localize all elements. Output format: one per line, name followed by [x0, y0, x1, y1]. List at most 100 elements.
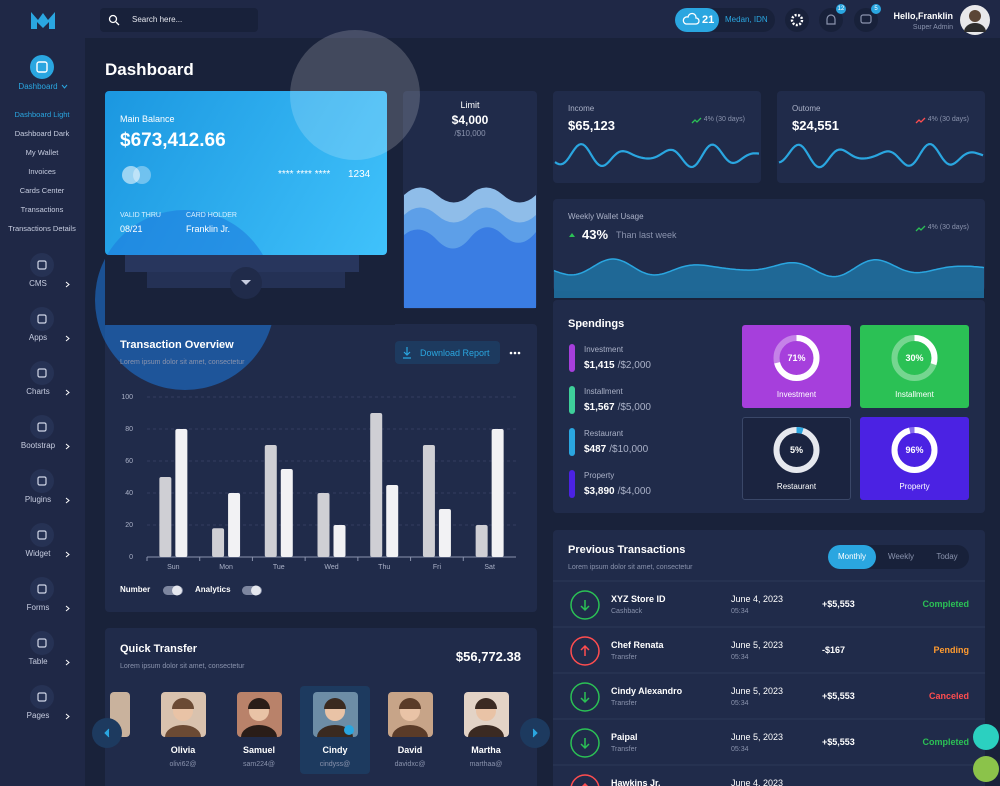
menu-item[interactable]: Pages	[26, 711, 50, 720]
transaction-date: June 4, 2023	[731, 593, 784, 604]
x-tick-label: Sat	[484, 563, 495, 571]
outcome-label: Outome	[792, 104, 821, 113]
y-tick-label: 80	[125, 425, 133, 433]
message-count: 5	[874, 6, 878, 12]
spending-amount-row: $3,890/$4,000	[584, 487, 651, 497]
submenu-item[interactable]: My Wallet	[25, 148, 59, 158]
x-tick-label: Thu	[378, 563, 391, 571]
transaction-amount: -$167	[822, 644, 846, 655]
submenu-item[interactable]: Dashboard Light	[14, 110, 70, 120]
spending-amount-row: $487/$10,000	[584, 445, 648, 455]
transaction-type: Transfer	[611, 653, 637, 661]
spending-amount: $1,415	[584, 360, 615, 371]
legend-label: Analytics	[195, 585, 231, 594]
transaction-time: 05:34	[731, 607, 749, 615]
contact-name[interactable]: Cindy	[322, 744, 348, 755]
card-valid-label: VALID THRU	[120, 211, 161, 219]
search-placeholder[interactable]: Search here...	[132, 15, 183, 24]
tile-name: Installment	[895, 390, 934, 399]
menu-item[interactable]: Bootstrap	[20, 441, 56, 450]
transaction-date: June 5, 2023	[731, 685, 784, 696]
wallet-value: 43%	[582, 226, 609, 242]
submenu-item[interactable]: Transactions	[20, 205, 64, 215]
tile-name: Investment	[776, 390, 817, 399]
x-tick-label: Fri	[432, 563, 442, 571]
spending-amount: $1,567	[584, 402, 615, 413]
transactions-subtitle: Lorem ipsum dolor sit amet, consectetur	[568, 563, 693, 571]
transaction-name: Cindy Alexandro	[611, 685, 683, 696]
card-valid: 08/21	[120, 223, 143, 234]
submenu-item[interactable]: Transactions Details	[8, 224, 76, 234]
transaction-amount: +$5,553	[822, 690, 855, 701]
transaction-date: June 5, 2023	[731, 731, 784, 742]
menu-item[interactable]: CMS	[29, 279, 47, 288]
contact-name[interactable]: Martha	[471, 744, 501, 755]
income-value: $65,123	[568, 117, 615, 133]
tile-name: Restaurant	[776, 482, 817, 491]
greeting: Hello,Franklin	[893, 10, 953, 21]
transfer-subtitle: Lorem ipsum dolor sit amet, consectetur	[120, 662, 245, 670]
transactions-panel	[553, 530, 985, 786]
y-tick-label: 0	[129, 553, 133, 561]
limit-max: /$10,000	[454, 129, 486, 138]
chart-title: Transaction Overview	[120, 338, 234, 351]
donut-label: 30%	[905, 352, 924, 363]
spending-amount: $3,890	[584, 486, 615, 497]
menu-item[interactable]: Apps	[28, 333, 48, 342]
page-title: Dashboard	[105, 59, 194, 79]
donut-label: 96%	[905, 444, 924, 455]
menu-item[interactable]: Charts	[26, 387, 50, 396]
transaction-type: Cashback	[611, 607, 643, 615]
transfer-amount: $56,772.38	[455, 648, 521, 664]
contact-name[interactable]: Olivia	[170, 744, 196, 755]
spending-amount-row: $1,567/$5,000	[584, 403, 651, 413]
transaction-status: Completed	[922, 598, 969, 609]
search-box[interactable]	[100, 8, 258, 32]
transaction-time: 05:34	[731, 653, 749, 661]
menu-item-active[interactable]: Dashboard	[18, 82, 58, 91]
spending-limit: /$10,000	[609, 444, 649, 455]
submenu-item[interactable]: Invoices	[28, 167, 56, 177]
spending-name: Property	[584, 471, 615, 480]
transaction-type: Transfer	[611, 745, 637, 753]
card-holder: Franklin Jr.	[186, 223, 231, 234]
contact-name[interactable]: Samuel	[242, 744, 276, 755]
wallet-trend: 4% (30 days)	[927, 223, 969, 231]
location: Medan, IDN	[725, 15, 768, 24]
period-tab[interactable]: Monthly	[837, 552, 867, 561]
submenu-item[interactable]: Dashboard Dark	[14, 129, 70, 139]
y-tick-label: 60	[125, 457, 133, 465]
limit-label: Limit	[460, 99, 480, 110]
x-tick-label: Mon	[219, 563, 233, 571]
spending-amount: $487	[584, 444, 607, 455]
download-button[interactable]	[395, 341, 500, 364]
transaction-name: Hawkins Jr.	[611, 777, 661, 786]
menu-item[interactable]: Table	[28, 657, 48, 666]
tab-active[interactable]	[828, 545, 876, 569]
contact-handle: cindyss@	[319, 760, 351, 768]
outcome-value: $24,551	[792, 117, 839, 133]
menu-item[interactable]: Widget	[25, 549, 51, 558]
contact-handle: marthaa@	[469, 760, 503, 768]
submenu-item[interactable]: Cards Center	[19, 186, 65, 196]
card-balance: $673,412.66	[120, 129, 226, 151]
x-tick-label: Wed	[324, 563, 339, 571]
transaction-time: 05:34	[731, 699, 749, 707]
download-label[interactable]: Download Report	[420, 347, 490, 358]
menu-item[interactable]: Forms	[26, 603, 50, 612]
menu-item[interactable]: Plugins	[24, 495, 52, 504]
y-tick-label: 100	[121, 393, 133, 401]
period-tab[interactable]: Weekly	[887, 552, 915, 561]
contact-name[interactable]: David	[397, 744, 423, 755]
transfer-title: Quick Transfer	[120, 642, 198, 655]
legend-label: Number	[120, 585, 151, 594]
transaction-date: June 4, 2023	[731, 777, 784, 786]
contact-handle: sam224@	[242, 760, 276, 768]
period-tab[interactable]: Today	[936, 552, 958, 561]
income-label: Income	[568, 104, 595, 113]
transaction-date: June 5, 2023	[731, 639, 784, 650]
spending-name: Installment	[584, 387, 623, 396]
transaction-status: Pending	[933, 644, 970, 655]
user-role: Super Admin	[912, 23, 953, 31]
